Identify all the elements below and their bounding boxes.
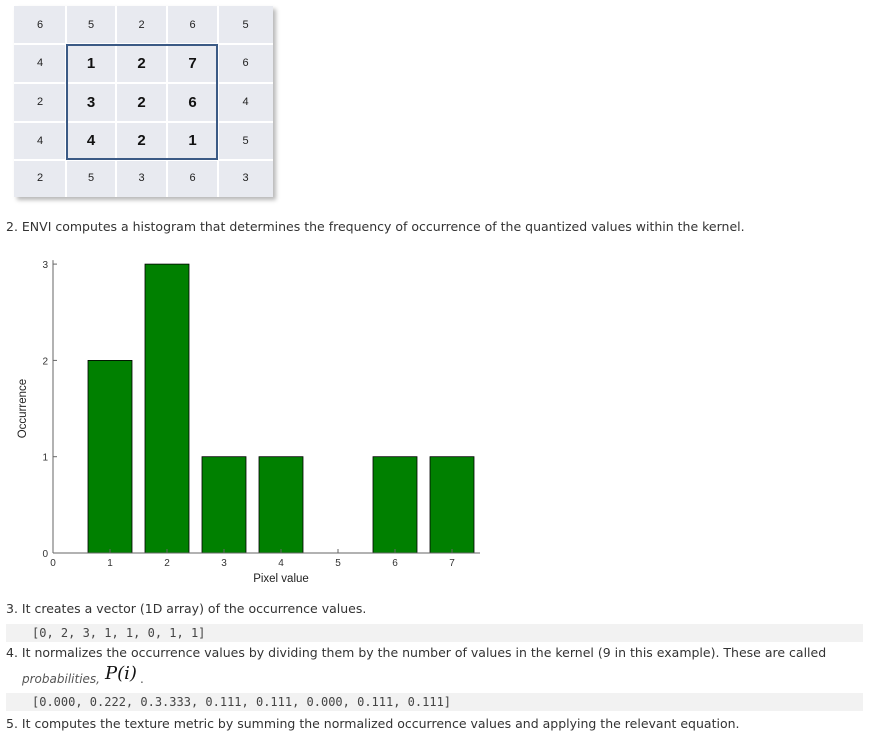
histogram-bar bbox=[87, 360, 133, 554]
grid-cell: 4 bbox=[218, 83, 273, 122]
histogram-chart: 0 1 2 3 0 1 2 3 4 5 6 7 Pixel value Occurrence bbox=[12, 250, 481, 590]
y-tick-label: 2 bbox=[42, 356, 48, 367]
histogram-svg: 0 1 2 3 0 1 2 3 4 5 6 7 Pixel value Occurrence bbox=[12, 250, 481, 590]
grid-cell: 6 bbox=[167, 6, 218, 44]
probabilities-vector: [0.000, 0.222, 0.3.333, 0.111, 0.111, 0.… bbox=[32, 695, 452, 709]
x-tick-label: 7 bbox=[449, 558, 455, 569]
x-tick-label: 2 bbox=[164, 558, 170, 569]
grid-cell: 5 bbox=[218, 6, 273, 44]
x-tick-label: 1 bbox=[107, 558, 113, 569]
histogram-bar bbox=[372, 456, 418, 554]
p-of-i-symbol: P(i) bbox=[105, 663, 137, 684]
occurrence-vector: [0, 2, 3, 1, 1, 0, 1, 1] bbox=[32, 626, 206, 640]
grid-cell: 2 bbox=[14, 160, 66, 197]
kernel-cell: 1 bbox=[66, 44, 116, 83]
step-3-text: 3. It creates a vector (1D array) of the… bbox=[6, 601, 367, 616]
kernel-cell: 1 bbox=[167, 122, 218, 160]
kernel-outline bbox=[66, 44, 218, 160]
histogram-bar bbox=[429, 456, 475, 554]
kernel-cell: 2 bbox=[116, 44, 167, 83]
probabilities-vector-code: [0.000, 0.222, 0.3.333, 0.111, 0.111, 0.… bbox=[6, 693, 863, 711]
grid-cell: 6 bbox=[14, 6, 66, 44]
grid-cell: 2 bbox=[14, 83, 66, 122]
grid-cell: 5 bbox=[218, 122, 273, 160]
kernel-cell: 2 bbox=[116, 83, 167, 122]
grid-cell: 3 bbox=[218, 160, 273, 197]
grid-cell: 5 bbox=[66, 6, 116, 44]
histogram-bar bbox=[201, 456, 247, 554]
histogram-bar bbox=[144, 263, 190, 554]
grid-cell: 6 bbox=[167, 160, 218, 197]
x-tick-label: 0 bbox=[50, 558, 56, 569]
occurrence-vector-code: [0, 2, 3, 1, 1, 0, 1, 1] bbox=[6, 624, 863, 642]
kernel-cell: 7 bbox=[167, 44, 218, 83]
kernel-cell: 3 bbox=[66, 83, 116, 122]
y-tick-label: 3 bbox=[42, 260, 48, 271]
grid-line bbox=[14, 82, 273, 84]
grid-line bbox=[115, 6, 117, 197]
step-5-text: 5. It computes the texture metric by sum… bbox=[6, 716, 740, 731]
histogram-bar bbox=[258, 456, 304, 554]
kernel-cell: 4 bbox=[66, 122, 116, 160]
step-4-end: . bbox=[140, 672, 144, 686]
grid-cell: 5 bbox=[66, 160, 116, 197]
probabilities-label: probabilities, bbox=[22, 672, 100, 686]
x-tick-label: 5 bbox=[335, 558, 341, 569]
grid-line bbox=[217, 6, 219, 197]
grid-line bbox=[14, 121, 273, 123]
x-tick-label: 3 bbox=[221, 558, 227, 569]
x-tick-label: 4 bbox=[278, 558, 284, 569]
x-axis-label: Pixel value bbox=[253, 573, 309, 585]
grid-cell: 4 bbox=[14, 122, 66, 160]
y-tick-label: 0 bbox=[42, 549, 48, 560]
grid-cell: 3 bbox=[116, 160, 167, 197]
grid-line bbox=[14, 159, 273, 161]
grid-cell: 2 bbox=[116, 6, 167, 44]
kernel-cell: 2 bbox=[116, 122, 167, 160]
step-2-text: 2. ENVI computes a histogram that determ… bbox=[6, 219, 745, 234]
y-tick-label: 1 bbox=[42, 453, 48, 464]
y-axis-label: Occurrence bbox=[17, 379, 29, 438]
step-4-text: 4. It normalizes the occurrence values b… bbox=[6, 645, 827, 660]
x-tick-label: 6 bbox=[392, 558, 398, 569]
kernel-cell: 6 bbox=[167, 83, 218, 122]
grid-cell: 6 bbox=[218, 44, 273, 83]
grid-cell: 4 bbox=[14, 44, 66, 83]
grid-line bbox=[166, 6, 168, 197]
